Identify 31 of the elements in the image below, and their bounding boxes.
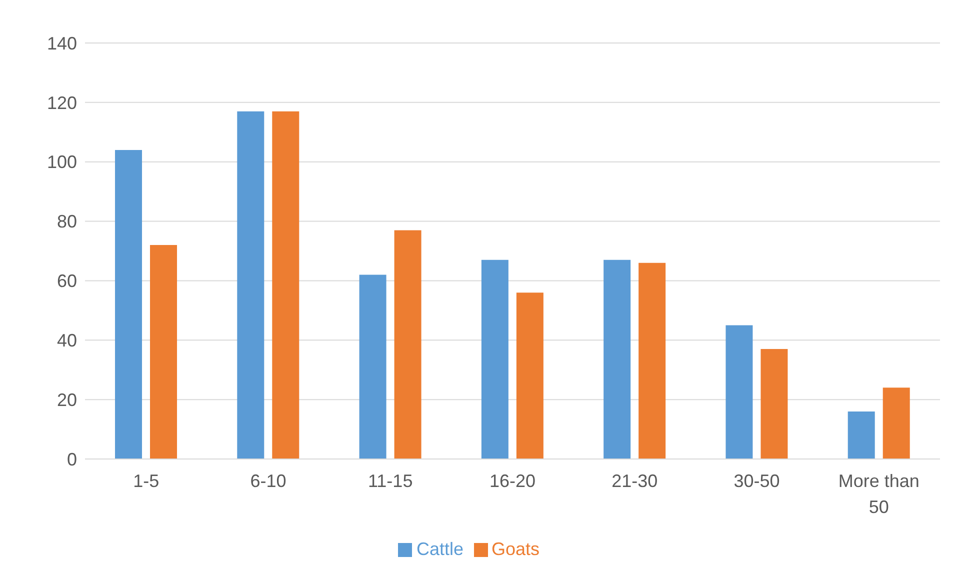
y-tick-label: 40 bbox=[56, 330, 77, 351]
x-tick-label: More than 50 bbox=[838, 471, 920, 517]
bar bbox=[394, 230, 422, 459]
legend-label: Cattle bbox=[416, 539, 464, 559]
bar bbox=[726, 325, 753, 459]
y-tick-label: 140 bbox=[46, 33, 77, 54]
bar bbox=[638, 262, 666, 459]
legend-label: Goats bbox=[492, 539, 540, 559]
y-tick-label: 20 bbox=[56, 390, 77, 410]
bar bbox=[516, 292, 544, 459]
bar bbox=[359, 274, 386, 459]
bar bbox=[848, 411, 875, 459]
x-tick-label: 1-5 bbox=[133, 471, 160, 491]
bar bbox=[150, 245, 177, 459]
bar bbox=[115, 150, 142, 459]
x-tick-label: 21-30 bbox=[612, 471, 658, 491]
bar bbox=[760, 349, 788, 459]
y-tick-label: 100 bbox=[46, 152, 77, 172]
x-tick-label: 30-50 bbox=[734, 471, 780, 491]
x-tick-label: 6-10 bbox=[250, 471, 286, 491]
bar bbox=[481, 260, 508, 459]
bar bbox=[272, 111, 300, 459]
bar bbox=[604, 260, 631, 459]
y-tick-label: 0 bbox=[66, 449, 77, 470]
bar bbox=[882, 388, 910, 459]
y-tick-label: 120 bbox=[46, 92, 77, 113]
bar bbox=[237, 111, 264, 459]
y-tick-label: 80 bbox=[56, 212, 77, 232]
y-tick-label: 60 bbox=[56, 271, 77, 292]
x-tick-label: 16-20 bbox=[489, 471, 536, 491]
x-tick-label: 11-15 bbox=[368, 471, 413, 491]
